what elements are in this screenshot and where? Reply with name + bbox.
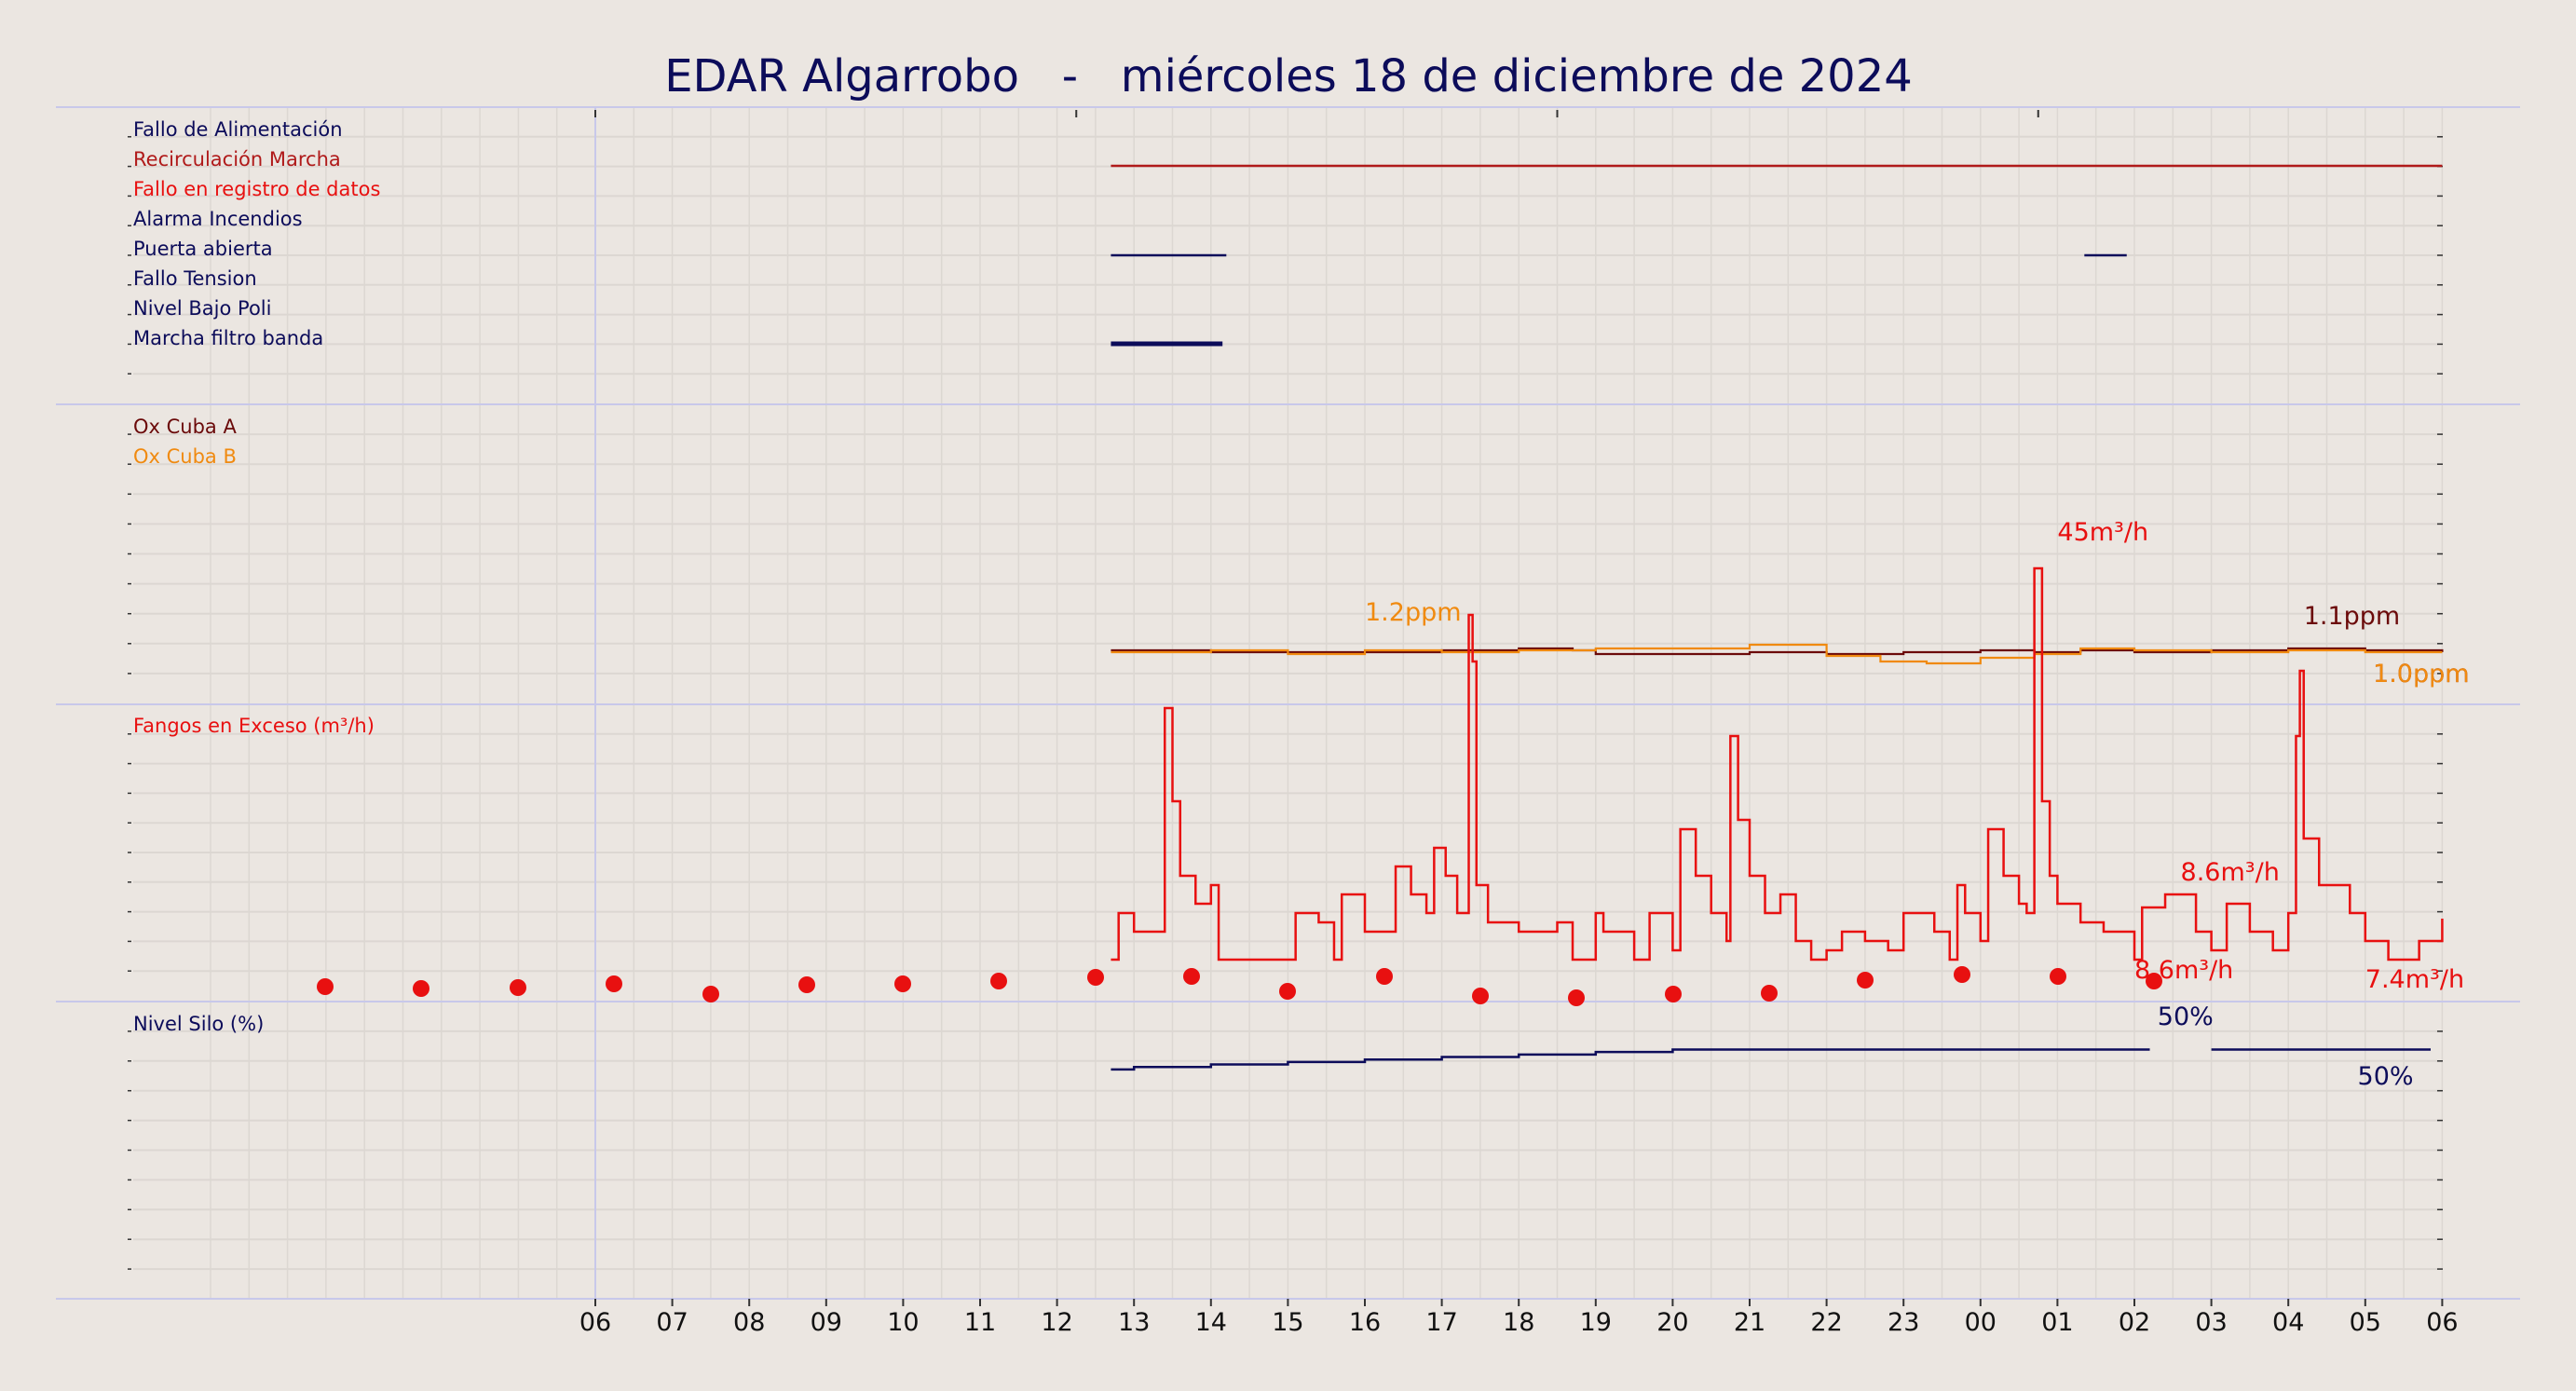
legend-label: Nivel Silo (%) — [133, 1013, 264, 1035]
chart-title: EDAR Algarrobo - miércoles 18 de diciemb… — [664, 50, 1913, 102]
silo-panel: Nivel Silo (%) 50% 50% — [133, 1002, 2431, 1091]
x-tick-label: 13 — [1118, 1308, 1150, 1337]
data-point — [510, 979, 526, 996]
series-line-fangos — [1111, 566, 2444, 961]
legend-label: Puerta abierta — [133, 238, 273, 260]
data-label: 45m³/h — [2057, 518, 2148, 547]
x-tick-label: 12 — [1041, 1308, 1072, 1337]
data-point — [2050, 968, 2066, 985]
data-point — [1183, 968, 1200, 985]
legend-label: Recirculación Marcha — [133, 148, 341, 170]
fangos-panel: Fangos en Exceso (m³/h) 45m³/h 8.6m³/h 8.6m… — [133, 518, 2464, 1006]
x-tick-label: 06 — [2426, 1308, 2458, 1337]
data-point — [413, 980, 429, 997]
x-tick-label: 08 — [733, 1308, 765, 1337]
data-label: 1.0ppm — [2373, 660, 2470, 689]
x-tick-label: 16 — [1349, 1308, 1381, 1337]
data-label: 1.1ppm — [2304, 602, 2401, 631]
x-tick-label: 06 — [579, 1308, 611, 1337]
data-point — [1376, 968, 1393, 985]
oxygen-panel: Ox Cuba AOx Cuba B1.2ppm 1.1ppm1.0ppm1.0p… — [133, 416, 2470, 689]
x-tick-label: 03 — [2195, 1308, 2227, 1337]
data-point — [1665, 986, 1682, 1002]
alarms-panel: Fallo de Alimentación Recirculación March… — [133, 118, 2443, 349]
data-point — [798, 976, 815, 993]
data-point — [1279, 983, 1296, 1000]
x-tick-label: 20 — [1656, 1308, 1688, 1337]
legend-label: Nivel Bajo Poli — [133, 297, 271, 320]
data-point — [2146, 973, 2162, 989]
legend-label: Fangos en Exceso (m³/h) — [133, 715, 375, 737]
legend-label: Fallo de Alimentación — [133, 118, 343, 141]
legend-label: Alarma Incendios — [133, 208, 303, 230]
legend-label: Fallo en registro de datos — [133, 178, 380, 200]
data-point — [702, 986, 719, 1002]
x-tick-label: 01 — [2041, 1308, 2073, 1337]
x-tick-label: 23 — [1888, 1308, 1919, 1337]
x-tick-label: 04 — [2272, 1308, 2304, 1337]
legend-label: Ox Cuba A — [133, 416, 237, 438]
data-point — [894, 975, 911, 992]
x-tick-label: 22 — [1810, 1308, 1842, 1337]
data-label: 50% — [2358, 1062, 2414, 1091]
data-point — [990, 973, 1007, 989]
series-line-silo — [1111, 1048, 2150, 1071]
data-point — [1857, 972, 1874, 989]
data-point — [317, 978, 334, 995]
data-point — [606, 975, 622, 992]
data-point — [1954, 966, 1970, 983]
data-label: 8.6m³/h — [2134, 956, 2233, 985]
x-tick-label: 14 — [1195, 1308, 1227, 1337]
x-tick-label: 02 — [2119, 1308, 2150, 1337]
grid-layer — [56, 106, 2520, 1300]
x-tick-label: 11 — [964, 1308, 996, 1337]
data-point — [1568, 989, 1585, 1006]
x-tick-label: 18 — [1503, 1308, 1534, 1337]
x-tick-label: 17 — [1425, 1308, 1457, 1337]
x-tick-label: 09 — [811, 1308, 842, 1337]
legend-label: Marcha filtro banda — [133, 327, 323, 349]
data-point — [1087, 969, 1104, 986]
x-tick-label: 19 — [1580, 1308, 1612, 1337]
data-label: 8.6m³/h — [2181, 858, 2280, 887]
x-tick-label: 21 — [1734, 1308, 1765, 1337]
x-tick-label: 07 — [656, 1308, 688, 1337]
panel-layer: Fallo de Alimentación Recirculación March… — [133, 118, 2470, 1091]
x-axis: 06 07 08 09 10 11 12 13 14 15 16 17 18 19 20 21 22 23 00 01… — [579, 1299, 2459, 1337]
x-tick-label: 00 — [1965, 1308, 1997, 1337]
data-label: 50% — [2158, 1002, 2214, 1031]
x-tick-label: 10 — [887, 1308, 919, 1337]
data-point — [1472, 988, 1489, 1004]
data-label: 1.0ppm — [2373, 660, 2470, 689]
x-tick-label: 05 — [2350, 1308, 2381, 1337]
data-label: 1.2ppm — [1365, 598, 1462, 627]
series-line-ox-cuba-b — [1111, 643, 2443, 665]
data-point — [1761, 985, 1778, 1002]
legend-label: Fallo Tension — [133, 267, 257, 290]
data-label: 7.4m³/h — [2365, 965, 2464, 994]
legend-label: Ox Cuba B — [133, 445, 237, 468]
x-tick-label: 15 — [1272, 1308, 1303, 1337]
